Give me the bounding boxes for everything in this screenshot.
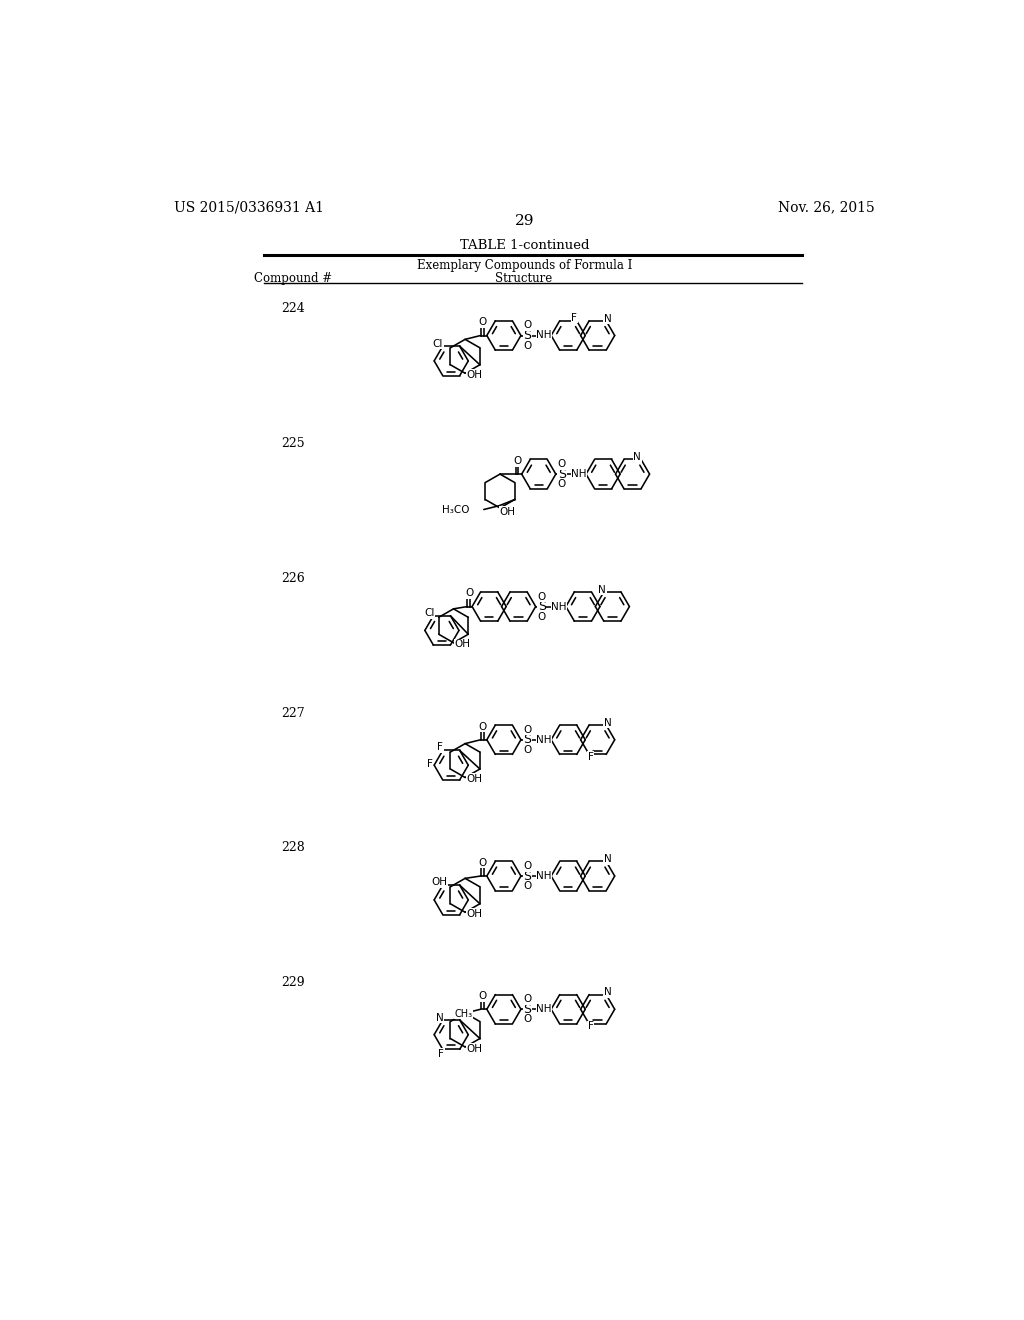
Text: S: S [523, 1003, 531, 1016]
Text: N: N [598, 585, 606, 594]
Text: O: O [523, 725, 531, 735]
Text: Cl: Cl [433, 339, 443, 348]
Text: F: F [427, 759, 432, 768]
Text: N: N [633, 453, 641, 462]
Text: N: N [604, 718, 611, 727]
Text: N: N [436, 1012, 443, 1023]
Text: O: O [523, 341, 531, 351]
Text: O: O [523, 994, 531, 1005]
Text: F: F [588, 1022, 594, 1031]
Text: CH₃: CH₃ [455, 1008, 473, 1019]
Text: 226: 226 [282, 572, 305, 585]
Text: O: O [558, 479, 566, 490]
Text: N: N [604, 854, 611, 865]
Text: Nov. 26, 2015: Nov. 26, 2015 [778, 201, 876, 215]
Text: US 2015/0336931 A1: US 2015/0336931 A1 [174, 201, 325, 215]
Text: O: O [538, 591, 546, 602]
Text: O: O [513, 455, 521, 466]
Text: 228: 228 [282, 841, 305, 854]
Text: OH: OH [466, 1044, 482, 1053]
Text: F: F [571, 313, 578, 323]
Text: NH: NH [551, 602, 566, 611]
Text: O: O [558, 459, 566, 469]
Text: 29: 29 [515, 214, 535, 228]
Text: O: O [523, 744, 531, 755]
Text: Cl: Cl [424, 609, 435, 619]
Text: O: O [465, 589, 473, 598]
Text: OH: OH [466, 370, 482, 380]
Text: 227: 227 [282, 706, 305, 719]
Text: 229: 229 [282, 977, 305, 989]
Text: S: S [558, 467, 566, 480]
Text: 224: 224 [282, 302, 305, 315]
Text: NH: NH [571, 469, 587, 479]
Text: 225: 225 [282, 437, 305, 450]
Text: O: O [478, 317, 486, 327]
Text: F: F [437, 742, 443, 752]
Text: NH: NH [537, 735, 552, 744]
Text: O: O [478, 858, 486, 869]
Text: OH: OH [466, 908, 482, 919]
Text: OH: OH [466, 774, 482, 784]
Text: O: O [523, 880, 531, 891]
Text: O: O [538, 611, 546, 622]
Text: O: O [523, 861, 531, 871]
Text: N: N [604, 314, 611, 323]
Text: Compound #: Compound # [254, 272, 332, 285]
Text: O: O [523, 321, 531, 330]
Text: F: F [438, 1049, 444, 1059]
Text: O: O [478, 991, 486, 1001]
Text: S: S [523, 329, 531, 342]
Text: Structure: Structure [495, 272, 552, 285]
Text: OH: OH [431, 878, 447, 887]
Text: NH: NH [537, 871, 552, 880]
Text: TABLE 1-continued: TABLE 1-continued [460, 239, 590, 252]
Text: NH: NH [537, 1005, 552, 1014]
Text: H₃CO: H₃CO [442, 504, 470, 515]
Text: S: S [523, 733, 531, 746]
Text: OH: OH [500, 507, 516, 517]
Text: Exemplary Compounds of Formula I: Exemplary Compounds of Formula I [417, 259, 633, 272]
Text: O: O [478, 722, 486, 731]
Text: NH: NH [537, 330, 552, 341]
Text: N: N [604, 987, 611, 998]
Text: OH: OH [455, 639, 471, 649]
Text: F: F [588, 751, 594, 762]
Text: O: O [523, 1014, 531, 1024]
Text: S: S [538, 601, 546, 612]
Text: S: S [523, 870, 531, 883]
